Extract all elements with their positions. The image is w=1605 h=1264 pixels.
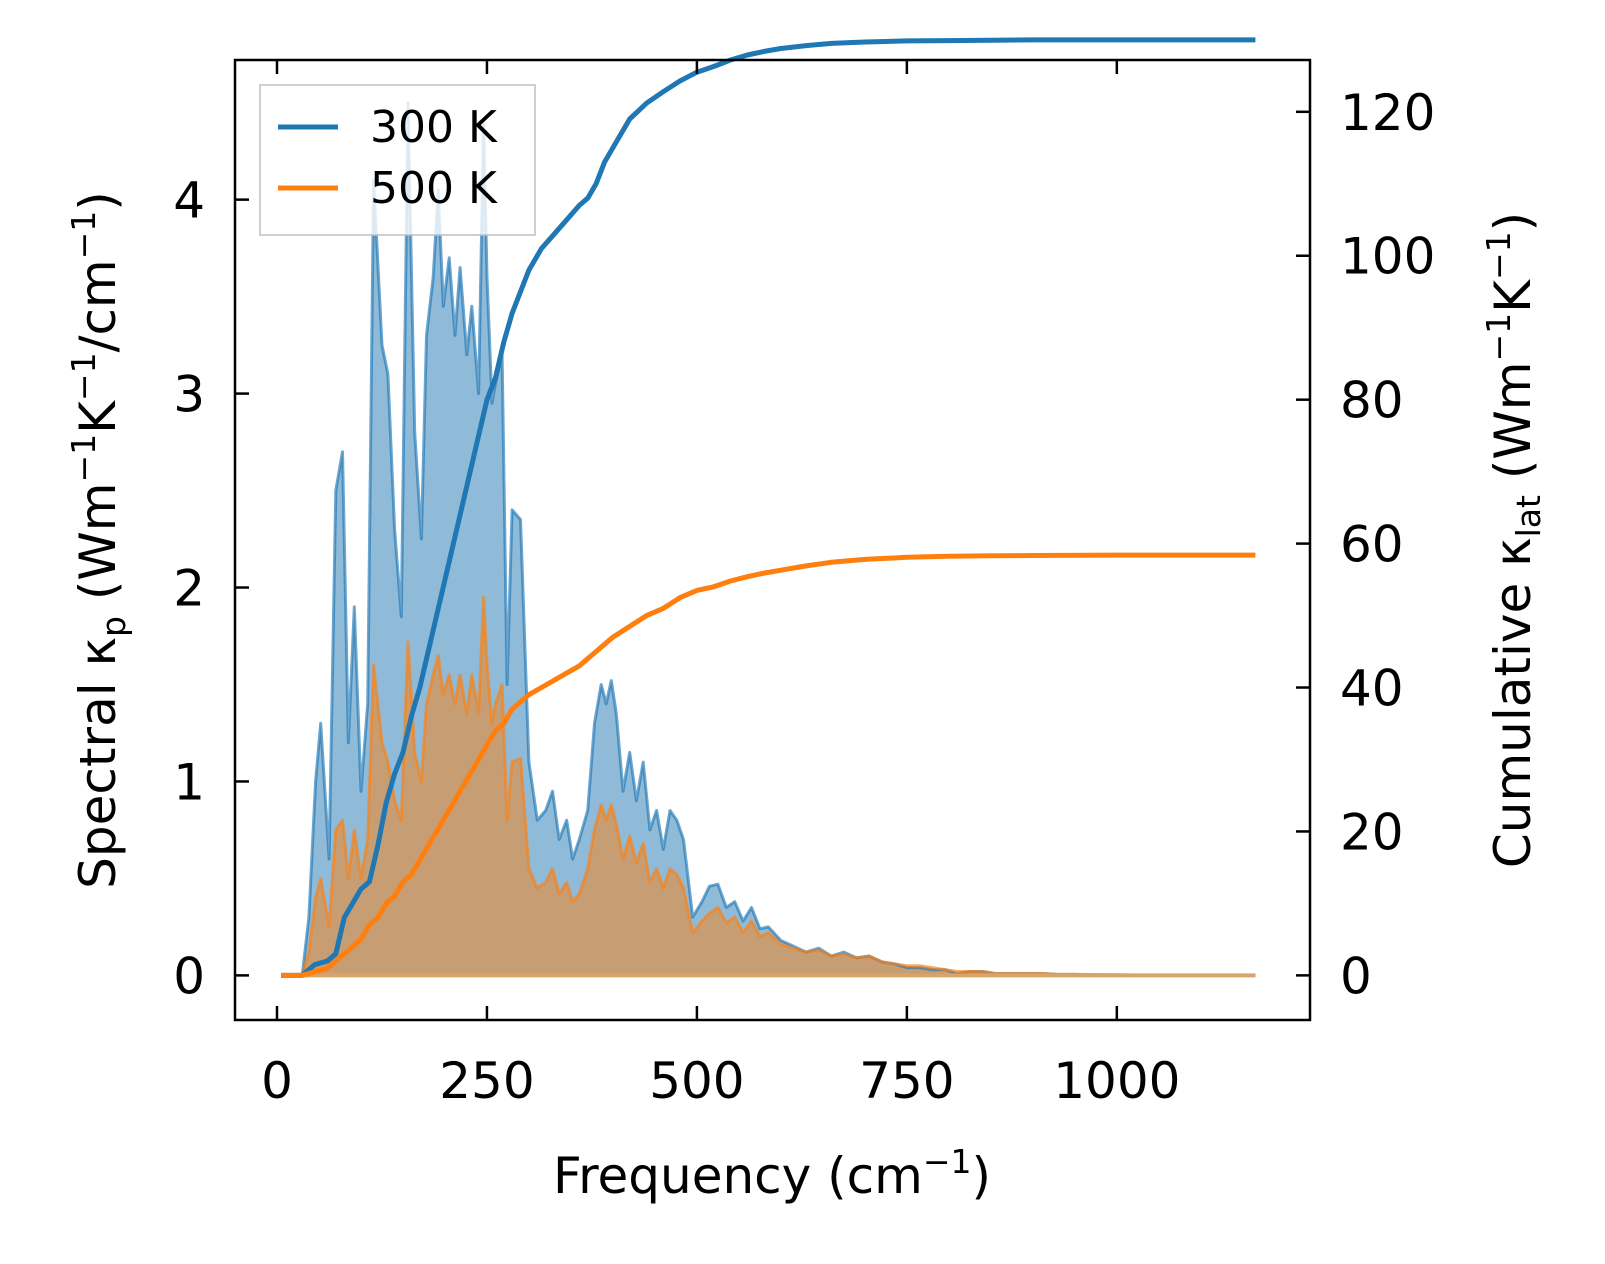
right-y-tick-label-60: 60 xyxy=(1340,516,1404,574)
left-title-sup2: −1 xyxy=(64,352,103,401)
spectral-line-500k xyxy=(281,595,1256,977)
right-y-tick-label-0: 0 xyxy=(1340,947,1372,1005)
right-title-mid2: K xyxy=(1484,279,1542,313)
spectral-area-500k xyxy=(281,597,1256,976)
right-y-tick-label-40: 40 xyxy=(1340,660,1404,718)
right-title-post: ) xyxy=(1484,212,1542,232)
left-y-tick-label-4: 4 xyxy=(173,172,205,230)
x-axis-title-main: Frequency (cm xyxy=(553,1147,923,1205)
right-y-tick-label-80: 80 xyxy=(1340,372,1404,430)
x-tick-label-250: 250 xyxy=(439,1052,534,1110)
left-y-tick-label-1: 1 xyxy=(173,753,205,811)
x-tick-label-0: 0 xyxy=(261,1052,293,1110)
right-title-mid1: (Wm xyxy=(1484,361,1542,495)
legend-label-300k: 300 K xyxy=(370,102,498,153)
cumulative-lines xyxy=(281,37,1256,978)
cumulative-line-300k xyxy=(281,37,1256,978)
left-y-tick-label-0: 0 xyxy=(173,947,205,1005)
right-y-tick-label-120: 120 xyxy=(1340,84,1435,142)
x-axis-title-close: ) xyxy=(972,1147,992,1205)
right-y-tick-label-100: 100 xyxy=(1340,228,1435,286)
right-y-axis-title: Cumulative κlat (Wm−1K−1) xyxy=(1479,212,1548,868)
x-axis-title: Frequency (cm−1) xyxy=(553,1142,991,1205)
right-y-tick-label-20: 20 xyxy=(1340,803,1404,861)
left-y-tick-label-2: 2 xyxy=(173,560,205,618)
right-title-pre: Cumulative κ xyxy=(1484,537,1542,868)
left-title-pre: Spectral κ xyxy=(69,637,127,889)
right-y-axis-ticks: 0 20 40 60 80 100 120 xyxy=(1296,84,1435,1005)
left-title-sup1: −1 xyxy=(64,434,103,483)
x-tick-label-1000: 1000 xyxy=(1053,1052,1180,1110)
x-axis-title-sup: −1 xyxy=(923,1142,972,1181)
right-title-sup2: −1 xyxy=(1479,231,1518,280)
x-axis-ticks: 0 250 500 750 1000 xyxy=(261,60,1180,1110)
legend-box xyxy=(259,84,536,236)
right-title-sub: lat xyxy=(1509,495,1548,537)
legend-label-500k: 500 K xyxy=(370,163,498,214)
x-tick-label-750: 750 xyxy=(859,1052,954,1110)
left-title-sub: p xyxy=(94,616,133,637)
left-y-axis-ticks: 0 1 2 3 4 xyxy=(173,172,249,1005)
left-title-mid2: K xyxy=(69,400,127,434)
plot-frame xyxy=(233,58,1312,1022)
spectral-areas xyxy=(281,102,1256,976)
left-y-tick-label-3: 3 xyxy=(173,366,205,424)
left-title-post: ) xyxy=(69,191,127,211)
left-title-mid1: (Wm xyxy=(69,483,127,617)
legend: 300 K 500 K xyxy=(259,84,536,236)
spectral-area-300k xyxy=(281,102,1256,976)
cumulative-line-500k xyxy=(281,552,1256,978)
left-title-sup3: −1 xyxy=(64,211,103,260)
left-title-mid3: /cm xyxy=(69,259,127,352)
x-tick-label-500: 500 xyxy=(649,1052,744,1110)
left-y-axis-title: Spectral κp (Wm−1K−1/cm−1) xyxy=(64,191,133,889)
right-title-sup1: −1 xyxy=(1479,313,1518,362)
